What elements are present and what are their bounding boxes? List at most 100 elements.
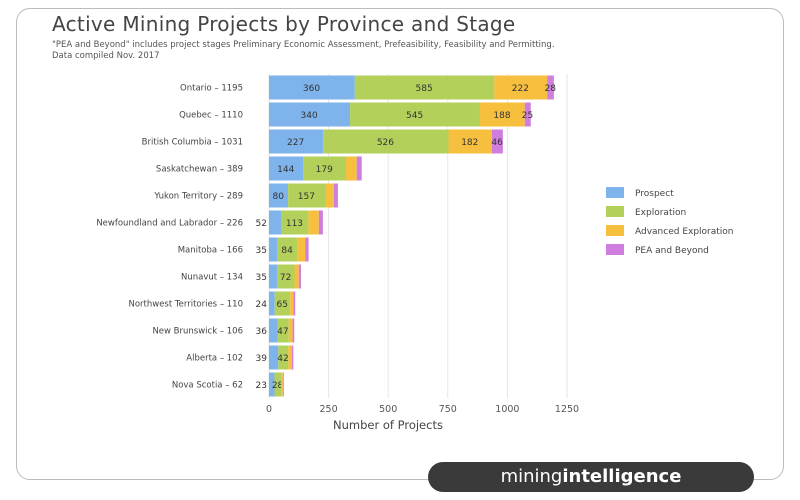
data-label: 65 (276, 300, 287, 310)
legend-swatch (606, 187, 624, 198)
bar-segment-prospect (269, 237, 278, 262)
data-label: 227 (287, 138, 304, 148)
x-tick-label: 1250 (555, 404, 579, 415)
data-label: 144 (277, 165, 294, 175)
bar-segment-pea-and-beyond (293, 291, 296, 316)
legend-label: Prospect (635, 189, 674, 199)
data-label: 72 (280, 273, 291, 283)
data-label: 188 (493, 111, 510, 121)
bar-segment-advanced-exploration (308, 210, 319, 235)
bar-segment-exploration (278, 345, 289, 370)
bar-segment-prospect (269, 75, 355, 100)
legend-swatch (606, 244, 624, 255)
bar-segment-exploration (274, 372, 282, 397)
bar-segment-pea-and-beyond (305, 237, 309, 262)
data-label: 340 (301, 111, 318, 121)
bar-segment-pea-and-beyond (291, 345, 294, 370)
data-label: 23 (256, 381, 267, 391)
category-label: Nunavut – 134 (181, 273, 243, 283)
category-label: Yukon Territory – 289 (153, 192, 243, 202)
bar-segment-exploration (350, 102, 480, 127)
category-label: Ontario – 1195 (180, 84, 243, 94)
subtitle-line-1: "PEA and Beyond" includes project stages… (52, 40, 555, 50)
bar-segment-exploration (288, 183, 326, 208)
data-label: 39 (256, 354, 268, 364)
bar-segment-exploration (303, 156, 347, 181)
data-label: 80 (273, 192, 285, 202)
bar-segment-prospect (269, 210, 282, 235)
mining-intelligence-logo: miningintelligence (428, 462, 754, 492)
data-label: 35 (256, 273, 267, 283)
data-label: 36 (256, 327, 268, 337)
bar-segment-prospect (269, 318, 278, 343)
category-label: Newfoundland and Labrador – 226 (96, 219, 243, 229)
data-label: 182 (461, 138, 478, 148)
bar-segment-prospect (269, 156, 304, 181)
bar-segment-exploration (274, 291, 291, 316)
bar-segment-prospect (269, 264, 278, 289)
bar-segment-pea-and-beyond (292, 318, 295, 343)
legend-label: PEA and Beyond (635, 246, 709, 256)
bar-segment-advanced-exploration (288, 318, 293, 343)
x-axis-title: Number of Projects (333, 418, 443, 432)
bar-segment-advanced-exploration (325, 183, 334, 208)
data-label: 52 (256, 219, 267, 229)
data-label: 179 (316, 165, 333, 175)
category-label: Saskatchewan – 389 (156, 165, 243, 175)
bar-segment-pea-and-beyond (524, 102, 531, 127)
data-label: 360 (303, 84, 320, 94)
bar-segment-advanced-exploration (290, 291, 294, 316)
x-tick-label: 250 (320, 404, 338, 415)
bar-segment-advanced-exploration (494, 75, 548, 100)
bar-segment-prospect (269, 102, 351, 127)
data-label: 46 (491, 138, 503, 148)
bar-segment-advanced-exploration (294, 264, 299, 289)
x-tick-label: 750 (439, 404, 457, 415)
category-label: New Brunswick – 106 (152, 327, 243, 337)
data-label: 157 (298, 192, 315, 202)
category-label: Northwest Territories – 110 (128, 300, 243, 310)
data-label: 84 (281, 246, 293, 256)
x-tick-label: 500 (379, 404, 397, 415)
bar-segment-prospect (269, 372, 275, 397)
bar-segment-advanced-exploration (297, 237, 306, 262)
legend-label: Exploration (635, 208, 686, 218)
bar-segment-prospect (269, 129, 324, 154)
legend-swatch (606, 225, 624, 236)
subtitle-line-2: Data compiled Nov. 2017 (52, 51, 160, 61)
bar-segment-advanced-exploration (288, 345, 292, 370)
data-label: 585 (416, 84, 433, 94)
bar-segment-advanced-exploration (448, 129, 492, 154)
bar-segment-advanced-exploration (479, 102, 525, 127)
bar-segment-pea-and-beyond (491, 129, 503, 154)
data-label: 28 (272, 381, 284, 391)
bar-segment-prospect (269, 291, 275, 316)
data-label: 42 (277, 354, 288, 364)
chart-subtitle: "PEA and Beyond" includes project stages… (52, 40, 752, 62)
data-label: 35 (256, 246, 267, 256)
bar-segment-pea-and-beyond (298, 264, 301, 289)
bar-segment-exploration (281, 210, 309, 235)
data-label: 526 (377, 138, 394, 148)
bar-segment-advanced-exploration (281, 372, 283, 397)
legend-swatch (606, 206, 624, 217)
category-label: British Columbia – 1031 (142, 138, 243, 148)
data-label: 25 (522, 111, 533, 121)
category-label: Nova Scotia – 62 (172, 381, 243, 391)
data-label: 47 (277, 327, 288, 337)
bar-segment-prospect (269, 345, 279, 370)
bar-segment-exploration (323, 129, 449, 154)
data-label: 24 (256, 300, 268, 310)
category-label: Manitoba – 166 (178, 246, 243, 256)
bar-segment-prospect (269, 183, 289, 208)
bar-segment-pea-and-beyond (333, 183, 338, 208)
bar-segment-pea-and-beyond (547, 75, 554, 100)
bar-segment-pea-and-beyond (318, 210, 323, 235)
bar-segment-advanced-exploration (346, 156, 357, 181)
data-label: 113 (286, 219, 303, 229)
category-label: Alberta – 102 (186, 354, 243, 364)
x-tick-label: 0 (266, 404, 272, 415)
legend-label: Advanced Exploration (635, 227, 734, 237)
data-label: 28 (545, 84, 557, 94)
